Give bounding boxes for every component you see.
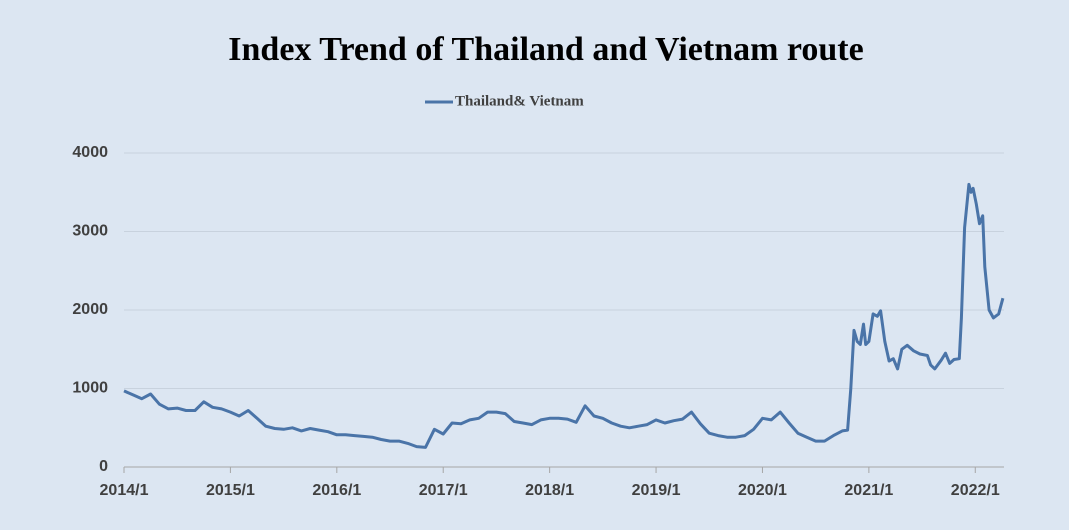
y-tick-label: 3000: [72, 223, 108, 240]
x-tick-label: 2021/1: [844, 482, 893, 499]
y-tick-label: 2000: [72, 301, 108, 318]
x-tick-label: 2017/1: [419, 482, 468, 499]
x-tick-label: 2020/1: [738, 482, 787, 499]
data-line: [123, 182, 1005, 449]
x-tick-label: 2019/1: [632, 482, 681, 499]
x-tick-label: 2015/1: [206, 482, 255, 499]
y-tick-label: 0: [99, 458, 108, 475]
y-tick-label: 1000: [72, 380, 108, 397]
chart-title: Index Trend of Thailand and Vietnam rout…: [228, 31, 863, 68]
y-tick-label: 4000: [72, 144, 108, 161]
x-tick-label: 2022/1: [951, 482, 1000, 499]
x-tick-label: 2018/1: [525, 482, 574, 499]
x-tick-label: 2016/1: [312, 482, 361, 499]
legend-label: Thailand& Vietnam: [455, 93, 584, 109]
x-tick-label: 2014/1: [100, 482, 149, 499]
